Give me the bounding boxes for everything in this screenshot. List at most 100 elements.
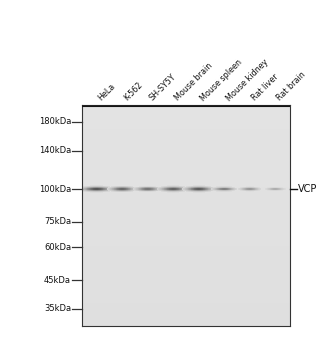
- Bar: [118, 188, 119, 189]
- Bar: [91, 191, 92, 192]
- Bar: [167, 186, 168, 187]
- Bar: [82, 239, 290, 242]
- Bar: [112, 187, 113, 188]
- Text: Mouse brain: Mouse brain: [173, 62, 214, 103]
- Bar: [181, 190, 182, 191]
- Bar: [115, 191, 116, 192]
- Bar: [104, 190, 105, 191]
- Bar: [181, 186, 182, 187]
- Bar: [186, 191, 187, 192]
- Bar: [184, 187, 185, 188]
- Bar: [82, 235, 290, 237]
- Bar: [162, 186, 163, 187]
- Bar: [82, 169, 290, 171]
- Bar: [138, 189, 139, 190]
- Bar: [191, 190, 192, 191]
- Bar: [82, 154, 290, 156]
- Bar: [137, 189, 138, 190]
- Bar: [82, 211, 290, 213]
- Bar: [119, 188, 120, 189]
- Bar: [158, 188, 159, 189]
- Bar: [234, 187, 235, 188]
- Bar: [159, 188, 160, 189]
- Bar: [99, 186, 100, 187]
- Bar: [86, 189, 87, 190]
- Bar: [101, 185, 102, 186]
- Bar: [183, 187, 184, 188]
- Bar: [169, 187, 170, 188]
- Bar: [223, 187, 224, 188]
- Bar: [144, 190, 145, 191]
- Bar: [108, 190, 109, 191]
- Bar: [154, 186, 155, 187]
- Bar: [218, 187, 219, 188]
- Bar: [80, 189, 81, 190]
- Bar: [165, 189, 166, 190]
- Bar: [187, 191, 188, 192]
- Bar: [186, 188, 187, 189]
- Bar: [133, 189, 134, 190]
- Bar: [82, 136, 290, 138]
- Bar: [82, 107, 290, 110]
- Bar: [82, 233, 290, 235]
- Bar: [185, 188, 186, 189]
- Bar: [205, 187, 206, 188]
- Bar: [209, 189, 210, 190]
- Bar: [181, 187, 182, 188]
- Bar: [135, 189, 136, 190]
- Bar: [155, 191, 156, 192]
- Bar: [171, 188, 172, 189]
- Bar: [121, 187, 122, 188]
- Bar: [132, 189, 133, 190]
- Bar: [109, 186, 110, 187]
- Bar: [148, 191, 149, 192]
- Bar: [82, 116, 290, 118]
- Bar: [87, 187, 88, 188]
- Bar: [129, 187, 130, 188]
- Bar: [213, 187, 214, 188]
- Bar: [94, 191, 95, 192]
- Bar: [107, 189, 108, 190]
- Bar: [210, 191, 211, 192]
- Bar: [208, 187, 209, 188]
- Bar: [91, 190, 92, 191]
- Bar: [160, 188, 161, 189]
- Bar: [148, 189, 149, 190]
- Bar: [128, 187, 129, 188]
- Bar: [201, 185, 202, 186]
- Bar: [124, 187, 125, 188]
- Bar: [169, 190, 170, 191]
- Bar: [211, 189, 212, 190]
- Bar: [165, 188, 166, 189]
- Bar: [198, 187, 199, 188]
- Bar: [209, 186, 210, 187]
- Bar: [208, 191, 209, 192]
- Bar: [85, 187, 86, 188]
- Bar: [105, 190, 106, 191]
- Bar: [196, 189, 197, 190]
- Bar: [82, 114, 290, 116]
- Bar: [200, 191, 201, 192]
- Bar: [82, 189, 290, 191]
- Bar: [124, 189, 125, 190]
- Bar: [94, 185, 95, 186]
- Bar: [200, 190, 201, 191]
- Bar: [178, 191, 179, 192]
- Bar: [120, 189, 121, 190]
- Bar: [194, 185, 195, 186]
- Bar: [143, 188, 144, 189]
- Bar: [107, 189, 108, 190]
- Bar: [217, 189, 218, 190]
- Bar: [82, 171, 290, 173]
- Bar: [170, 190, 171, 191]
- Bar: [224, 190, 225, 191]
- Bar: [122, 190, 123, 191]
- Bar: [130, 190, 131, 191]
- Bar: [184, 188, 185, 189]
- Bar: [205, 189, 206, 190]
- Bar: [173, 187, 174, 188]
- Bar: [136, 189, 137, 190]
- Bar: [205, 190, 206, 191]
- Bar: [214, 190, 215, 191]
- Bar: [234, 188, 235, 189]
